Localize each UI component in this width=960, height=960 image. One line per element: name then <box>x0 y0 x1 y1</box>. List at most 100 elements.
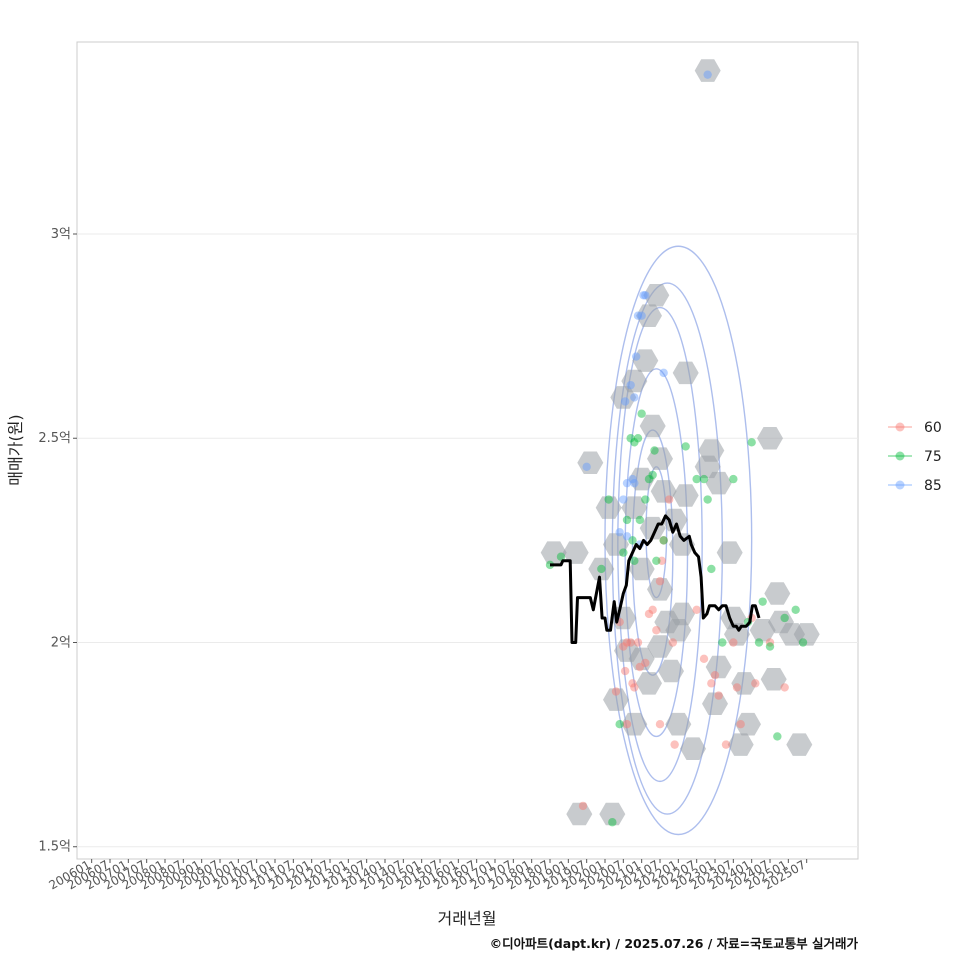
point-75 <box>729 474 738 484</box>
point-60 <box>611 687 621 696</box>
density-contour <box>604 245 753 836</box>
legend-label: 85 <box>924 478 942 494</box>
point-85 <box>622 478 632 488</box>
point-75 <box>628 536 637 545</box>
y-tick-label: 2억 <box>51 635 71 650</box>
point-85 <box>628 474 637 484</box>
point-60 <box>620 666 630 676</box>
hexbin <box>669 602 695 626</box>
hexbin <box>636 304 662 327</box>
hexbin <box>731 672 758 695</box>
point-60 <box>655 577 665 586</box>
y-tick-label: 1.5억 <box>38 840 71 855</box>
hexbin <box>647 447 673 470</box>
point-60 <box>780 683 789 692</box>
point-85 <box>631 352 641 361</box>
point-75 <box>556 552 566 561</box>
point-60 <box>664 495 674 504</box>
gridlines <box>77 233 858 848</box>
legend-key-point <box>895 422 905 432</box>
point-85 <box>626 380 635 390</box>
hexbin <box>540 541 567 564</box>
point-85 <box>659 368 668 378</box>
y-axis: 1.5억 2억 2.5억 3억 <box>38 227 77 855</box>
hexbin <box>636 672 662 695</box>
point-60 <box>692 605 701 615</box>
hexbin <box>647 635 673 658</box>
point-85 <box>637 311 646 320</box>
point-60 <box>765 638 775 647</box>
point-75 <box>747 438 756 447</box>
hexbin <box>661 508 688 532</box>
hexbin <box>639 414 666 438</box>
hexbin <box>716 541 743 564</box>
y-tick-label: 3억 <box>51 227 71 242</box>
x-axis: 2006012006072007012007072008012008072009… <box>46 857 808 892</box>
point-75 <box>626 434 635 443</box>
point-60 <box>659 536 668 545</box>
point-75 <box>681 442 690 451</box>
point-60 <box>578 801 588 811</box>
point-60 <box>670 740 679 749</box>
hexbin <box>566 802 593 826</box>
legend-label: 60 <box>924 420 942 436</box>
hexbin <box>680 737 706 760</box>
point-85 <box>630 478 639 488</box>
hexbin <box>727 733 754 756</box>
point-85 <box>622 532 632 541</box>
point-85 <box>582 462 591 472</box>
hexbin <box>672 484 699 507</box>
legend-label: 75 <box>924 449 942 465</box>
point-60 <box>655 719 665 729</box>
point-75 <box>622 515 632 525</box>
hexbin <box>757 427 783 450</box>
legend-key-point <box>895 451 905 461</box>
hexbin-layer <box>540 59 820 826</box>
hexbin <box>647 578 673 601</box>
hexbin <box>786 733 813 756</box>
point-75 <box>650 446 659 455</box>
hexbin <box>694 59 721 82</box>
point-85 <box>633 311 643 320</box>
point-60 <box>714 691 723 700</box>
point-85 <box>619 495 628 504</box>
point-60 <box>644 609 654 619</box>
point-75 <box>703 495 712 504</box>
point-75 <box>644 474 654 484</box>
point-60 <box>652 626 661 635</box>
y-axis-title: 매매가(원) <box>6 414 25 485</box>
plot-background <box>76 41 859 860</box>
hexbin <box>621 496 648 519</box>
hexbin <box>628 467 655 491</box>
point-60 <box>668 638 678 647</box>
point-60 <box>729 638 738 647</box>
legend: 60 75 85 <box>888 420 942 494</box>
point-60 <box>622 719 632 729</box>
hexbin <box>628 557 655 581</box>
point-75 <box>597 564 606 574</box>
point-75 <box>718 638 727 647</box>
point-60 <box>710 670 720 680</box>
point-75 <box>780 613 789 623</box>
point-85 <box>620 397 630 406</box>
point-60 <box>648 605 657 615</box>
hexbin <box>665 712 692 736</box>
hexbin <box>705 471 732 495</box>
point-75 <box>754 638 764 647</box>
hexbin <box>705 655 732 679</box>
hexbin <box>632 349 659 372</box>
hexbin <box>595 496 622 519</box>
point-60 <box>622 638 632 647</box>
point-75 <box>619 548 628 557</box>
trend-line <box>550 514 761 644</box>
point-75 <box>637 409 646 418</box>
point-75 <box>633 434 643 443</box>
hexbin <box>603 533 629 556</box>
point-75 <box>773 732 782 741</box>
point-60 <box>732 683 742 692</box>
hexbin <box>793 623 820 646</box>
hexbin <box>603 688 629 711</box>
point-75 <box>692 474 701 484</box>
point-85 <box>641 291 650 300</box>
